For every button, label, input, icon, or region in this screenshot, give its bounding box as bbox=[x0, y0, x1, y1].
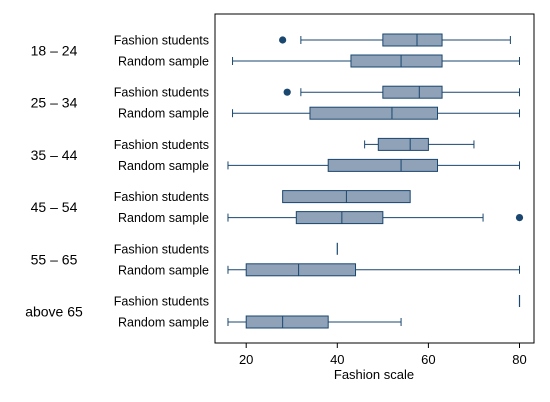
series-label: Random sample bbox=[118, 55, 209, 69]
series-label: Random sample bbox=[118, 159, 209, 173]
iqr-box bbox=[295, 211, 384, 225]
iqr-box bbox=[350, 54, 443, 68]
group-label: 35 – 44 bbox=[31, 147, 78, 163]
x-tick-label: 60 bbox=[421, 352, 435, 367]
group-label: 55 – 65 bbox=[31, 251, 78, 267]
series-label: Fashion students bbox=[114, 190, 209, 204]
iqr-box bbox=[245, 315, 329, 329]
series-label: Fashion students bbox=[114, 242, 209, 256]
outlier-point bbox=[283, 88, 291, 96]
iqr-box bbox=[382, 85, 443, 99]
outlier-point bbox=[515, 214, 524, 222]
iqr-box bbox=[377, 137, 429, 151]
plot-frame bbox=[214, 13, 535, 344]
outlier-point bbox=[279, 36, 287, 44]
series-label: Random sample bbox=[118, 316, 209, 330]
x-tick-label: 20 bbox=[239, 352, 253, 367]
x-axis-label: Fashion scale bbox=[334, 367, 414, 382]
group-label: 25 – 34 bbox=[31, 95, 78, 111]
x-tick-label: 80 bbox=[512, 352, 526, 367]
x-tick-label: 40 bbox=[330, 352, 344, 367]
iqr-box bbox=[309, 106, 439, 120]
series-label: Fashion students bbox=[114, 295, 209, 309]
group-label: 45 – 54 bbox=[31, 199, 78, 215]
series-label: Random sample bbox=[118, 211, 209, 225]
iqr-box bbox=[245, 263, 357, 277]
series-label: Fashion students bbox=[114, 34, 209, 48]
iqr-box bbox=[327, 158, 439, 172]
group-label: above 65 bbox=[25, 304, 83, 320]
group-label: 18 – 24 bbox=[31, 43, 78, 59]
chart-marks: 18 – 24 Fashion students Random sample 25 –… bbox=[25, 33, 524, 330]
iqr-box bbox=[382, 33, 443, 47]
x-axis: 20 40 60 80 bbox=[239, 343, 527, 367]
series-label: Fashion students bbox=[114, 86, 209, 100]
series-label: Random sample bbox=[118, 107, 209, 121]
series-label: Fashion students bbox=[114, 138, 209, 152]
series-label: Random sample bbox=[118, 263, 209, 277]
